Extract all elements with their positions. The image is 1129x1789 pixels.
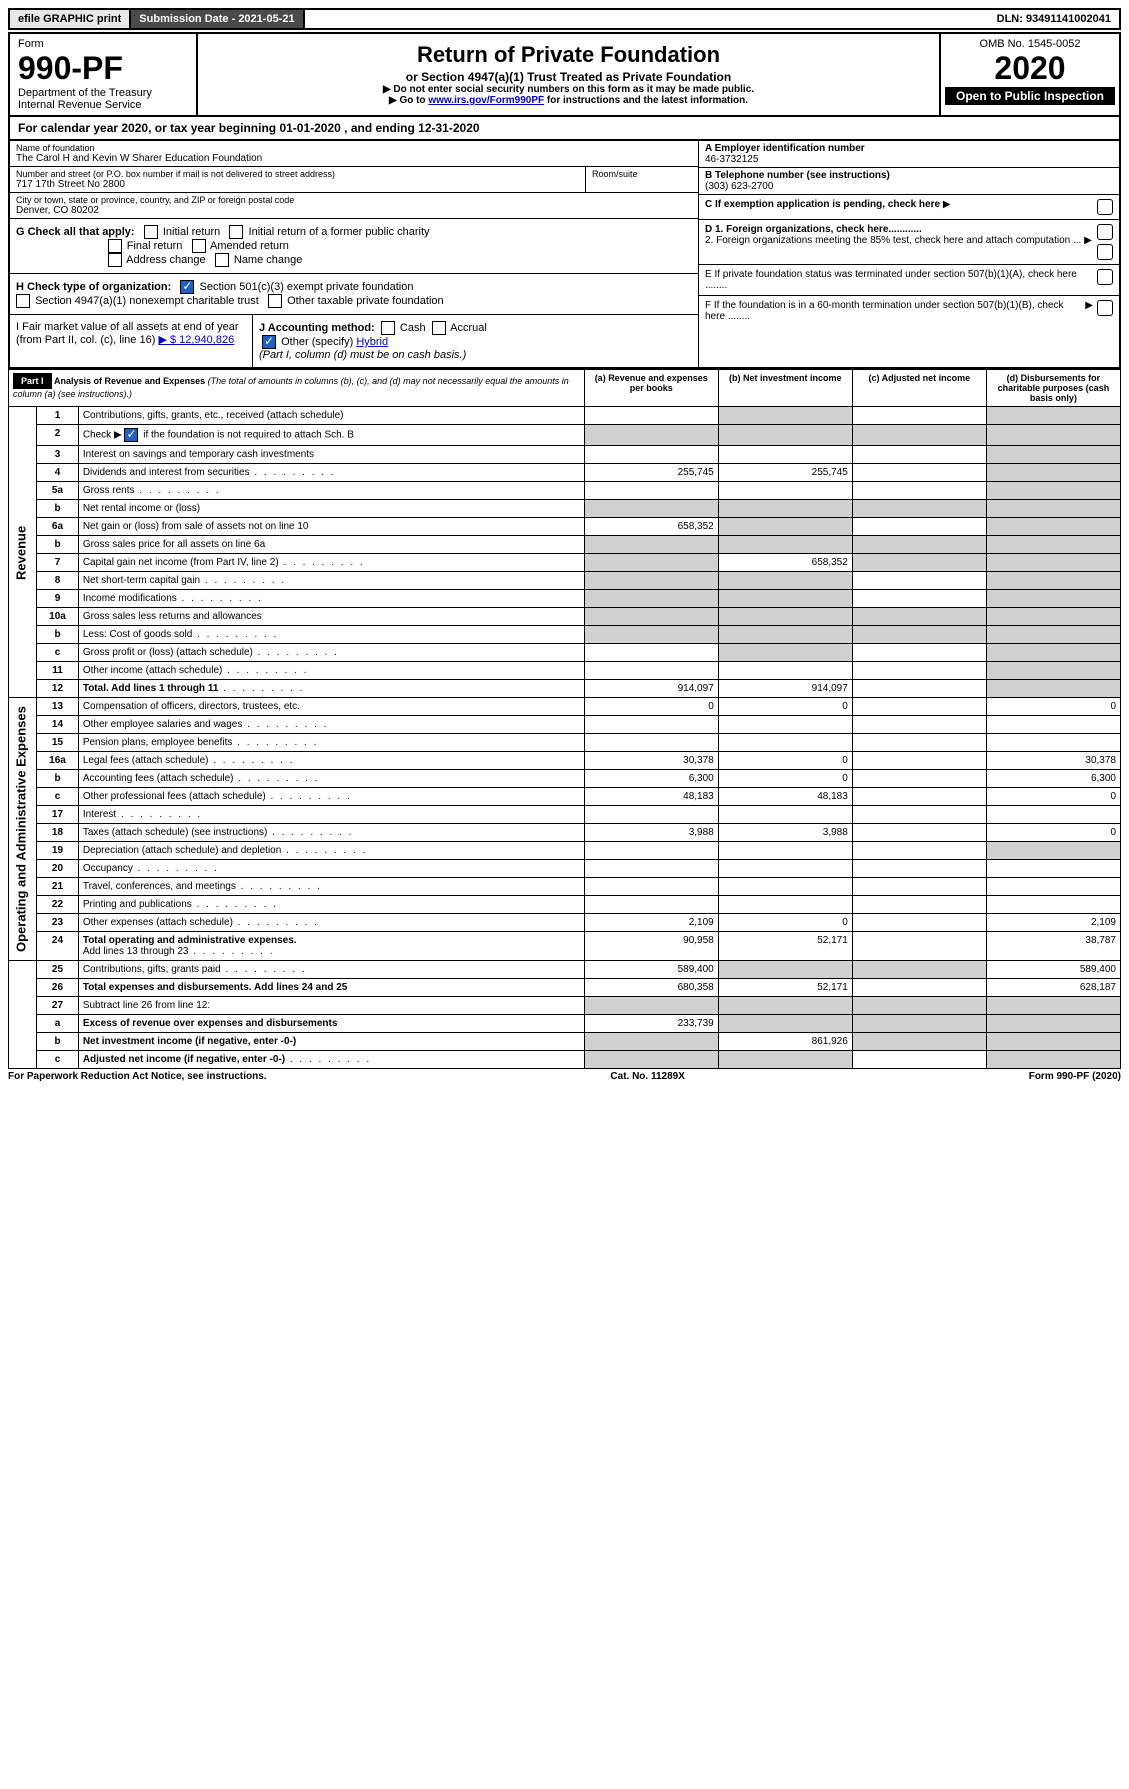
- cb-d1[interactable]: [1097, 224, 1113, 240]
- goto-suffix: for instructions and the latest informat…: [547, 95, 748, 106]
- col-a: (a) Revenue and expenses per books: [584, 370, 718, 407]
- room-label: Room/suite: [592, 169, 692, 179]
- name-label: Name of foundation: [16, 143, 692, 153]
- cb-501c3[interactable]: [180, 280, 194, 294]
- city: Denver, CO 80202: [16, 205, 692, 216]
- goto-prefix: Go to: [389, 95, 428, 106]
- tax-year: 2020: [945, 50, 1115, 87]
- d2-label: 2. Foreign organizations meeting the 85%…: [705, 235, 1081, 246]
- i-val[interactable]: $ 12,940,826: [158, 334, 234, 346]
- cb-amended[interactable]: [192, 239, 206, 253]
- a-label: A Employer identification number: [705, 143, 865, 154]
- top-bar: efile GRAPHIC print Submission Date - 20…: [8, 8, 1121, 30]
- cb-name[interactable]: [215, 253, 229, 267]
- phone: (303) 623-2700: [705, 181, 773, 192]
- ssn-warning: Do not enter social security numbers on …: [204, 84, 933, 95]
- cb-f[interactable]: [1097, 300, 1113, 316]
- footer: For Paperwork Reduction Act Notice, see …: [8, 1069, 1121, 1084]
- cb-other-tax[interactable]: [268, 294, 282, 308]
- d1-label: D 1. Foreign organizations, check here..…: [705, 224, 922, 235]
- j-label: J Accounting method:: [259, 322, 375, 334]
- e-label: E If private foundation status was termi…: [705, 269, 1093, 291]
- omb: OMB No. 1545-0052: [945, 38, 1115, 50]
- info-grid: Name of foundation The Carol H and Kevin…: [8, 141, 1121, 369]
- form-subtitle: or Section 4947(a)(1) Trust Treated as P…: [204, 70, 933, 84]
- cb-final[interactable]: [108, 239, 122, 253]
- street-label: Number and street (or P.O. box number if…: [16, 169, 579, 179]
- f-label: F If the foundation is in a 60-month ter…: [705, 300, 1085, 322]
- b-label: B Telephone number (see instructions): [705, 170, 890, 181]
- footer-left: For Paperwork Reduction Act Notice, see …: [8, 1071, 267, 1082]
- j-hybrid: Hybrid: [356, 336, 388, 348]
- part1-badge: Part I: [13, 373, 52, 389]
- j-note: (Part I, column (d) must be on cash basi…: [259, 349, 466, 361]
- cb-cash[interactable]: [381, 321, 395, 335]
- calendar-year: For calendar year 2020, or tax year begi…: [8, 117, 1121, 141]
- part1-heading: Analysis of Revenue and Expenses: [54, 376, 205, 386]
- foundation-name: The Carol H and Kevin W Sharer Education…: [16, 153, 692, 164]
- cb-initial-former[interactable]: [229, 225, 243, 239]
- dept: Department of the Treasury: [18, 87, 188, 99]
- col-c: (c) Adjusted net income: [852, 370, 986, 407]
- form-number: 990-PF: [18, 50, 188, 87]
- cb-address[interactable]: [108, 253, 122, 267]
- irs: Internal Revenue Service: [18, 99, 188, 111]
- expenses-vlabel: Operating and Administrative Expenses: [9, 698, 37, 961]
- dln: DLN: 93491141002041: [989, 10, 1119, 28]
- g-label: G Check all that apply:: [16, 226, 135, 238]
- cb-schb[interactable]: [124, 428, 138, 442]
- open-public: Open to Public Inspection: [945, 87, 1115, 105]
- efile-label: efile GRAPHIC print: [10, 10, 131, 28]
- cb-4947[interactable]: [16, 294, 30, 308]
- col-b: (b) Net investment income: [718, 370, 852, 407]
- cb-other[interactable]: [262, 335, 276, 349]
- cb-d2[interactable]: [1097, 244, 1113, 260]
- form-title: Return of Private Foundation: [204, 42, 933, 68]
- ein: 46-3732125: [705, 154, 758, 165]
- h-label: H Check type of organization:: [16, 281, 171, 293]
- footer-right: Form 990-PF (2020): [1029, 1071, 1121, 1082]
- analysis-table: Part I Analysis of Revenue and Expenses …: [8, 369, 1121, 1069]
- goto-link[interactable]: www.irs.gov/Form990PF: [428, 95, 544, 106]
- c-label: C If exemption application is pending, c…: [705, 199, 940, 210]
- revenue-vlabel: Revenue: [9, 407, 37, 698]
- submission-date: Submission Date - 2021-05-21: [131, 10, 304, 28]
- footer-mid: Cat. No. 11289X: [610, 1071, 684, 1082]
- cb-c[interactable]: [1097, 199, 1113, 215]
- cb-e[interactable]: [1097, 269, 1113, 285]
- form-label: Form: [18, 38, 188, 50]
- cb-accrual[interactable]: [432, 321, 446, 335]
- street: 717 17th Street No 2800: [16, 179, 579, 190]
- col-d: (d) Disbursements for charitable purpose…: [986, 370, 1120, 407]
- form-header: Form 990-PF Department of the Treasury I…: [8, 32, 1121, 117]
- city-label: City or town, state or province, country…: [16, 195, 692, 205]
- cb-initial[interactable]: [144, 225, 158, 239]
